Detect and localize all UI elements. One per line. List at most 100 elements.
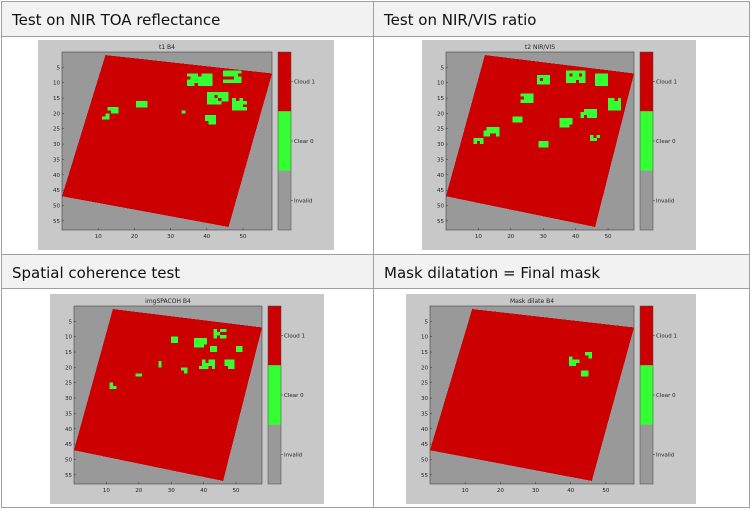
- y-tick-label: 5: [441, 65, 445, 71]
- x-tick-label: 30: [168, 488, 175, 494]
- clear-pixel: [587, 114, 591, 119]
- clear-pixel: [595, 79, 599, 83]
- clear-pixel: [208, 362, 212, 366]
- clear-pixel: [590, 134, 594, 139]
- colorbar-label: Cloud 1: [656, 334, 677, 340]
- clear-pixel: [233, 73, 238, 77]
- colorbar-label: Invalid: [294, 198, 312, 204]
- clear-pixel: [593, 108, 597, 112]
- clear-pixel: [530, 93, 534, 97]
- axes-frame: [429, 305, 635, 485]
- y-tick-label: 40: [421, 427, 428, 433]
- clear-pixel: [565, 121, 570, 125]
- clear-pixel: [233, 70, 238, 74]
- x-tick-label: 30: [540, 234, 547, 240]
- y-tick-label: 5: [425, 319, 429, 325]
- clear-pixel: [214, 98, 218, 102]
- clear-pixel: [582, 73, 586, 77]
- clear-pixel: [546, 81, 550, 85]
- clear-pixel: [109, 385, 114, 390]
- clear-pixel: [544, 141, 549, 145]
- clear-pixel: [197, 344, 201, 348]
- mask-plot: imgSPACOH B4 5 10 15 20 25 30 35 40 45 50 55 10 20 30 4…: [50, 294, 324, 504]
- clear-pixel: [611, 98, 615, 102]
- clear-pixel: [575, 359, 580, 363]
- clear-pixel: [590, 108, 594, 112]
- clear-pixel: [617, 98, 622, 102]
- clear-pixel: [237, 79, 242, 83]
- clear-pixel: [569, 121, 573, 125]
- clear-pixel: [512, 119, 516, 123]
- clear-pixel: [527, 96, 531, 100]
- clear-pixel: [186, 73, 191, 77]
- y-tick-label: 30: [53, 142, 60, 148]
- clear-pixel: [237, 70, 242, 74]
- clear-pixel: [205, 79, 209, 83]
- clear-pixel: [201, 82, 206, 86]
- clear-pixel: [604, 79, 609, 83]
- clear-pixel: [496, 130, 500, 134]
- clear-pixel: [211, 359, 216, 363]
- clear-pixel: [483, 133, 487, 137]
- y-tick-label: 20: [65, 365, 72, 371]
- clear-pixel: [541, 144, 546, 148]
- y-tick-label: 25: [421, 381, 428, 387]
- clear-pixel: [223, 73, 227, 77]
- clear-pixel: [559, 124, 563, 128]
- y-tick-label: 15: [53, 96, 60, 102]
- clear-pixel: [480, 137, 484, 142]
- clear-pixel: [210, 98, 215, 102]
- clear-pixel: [527, 93, 531, 97]
- clear-pixel: [197, 338, 201, 342]
- colorbar-label: Clear 0: [284, 393, 304, 399]
- clear-pixel: [486, 130, 490, 134]
- clear-pixel: [224, 359, 229, 363]
- clear-pixel: [565, 124, 570, 128]
- clear-pixel: [512, 116, 516, 120]
- colorbar-segment: [640, 306, 653, 366]
- clear-pixel: [205, 82, 209, 86]
- clear-pixel: [569, 117, 573, 122]
- clear-pixel: [614, 104, 618, 108]
- clear-pixel: [212, 117, 217, 122]
- clear-pixel: [536, 75, 541, 79]
- clear-pixel: [210, 94, 215, 99]
- clear-pixel: [194, 76, 198, 80]
- mask-plot: t2 NIR/VIS 5 10 15 20 25 30 35 40 45 50 55 10 20 30 40 5…: [422, 40, 696, 250]
- clear-pixel: [584, 370, 589, 374]
- clear-pixel: [136, 101, 141, 105]
- y-tick-label: 10: [437, 81, 444, 87]
- clear-pixel: [171, 339, 175, 343]
- clear-pixel: [587, 108, 591, 112]
- clear-pixel: [223, 335, 227, 339]
- clear-pixel: [217, 91, 222, 96]
- axes-frame: [61, 51, 273, 231]
- clear-pixel: [544, 144, 549, 148]
- clear-pixel: [190, 76, 195, 80]
- clear-pixel: [572, 79, 576, 83]
- y-tick-label: 45: [53, 188, 60, 194]
- clear-pixel: [205, 362, 209, 366]
- clear-pixel: [233, 79, 238, 83]
- clear-pixel: [562, 124, 567, 128]
- clear-pixel: [213, 348, 217, 353]
- clear-pixel: [227, 362, 232, 366]
- y-tick-label: 45: [65, 442, 72, 448]
- x-tick-label: 10: [103, 488, 110, 494]
- y-tick-label: 15: [437, 96, 444, 102]
- x-tick-label: 20: [131, 234, 138, 240]
- x-tick-label: 20: [507, 234, 514, 240]
- clear-pixel: [540, 81, 544, 85]
- clear-pixel: [572, 76, 576, 80]
- clear-pixel: [239, 101, 244, 105]
- clear-pixel: [143, 101, 148, 105]
- plot-title: t2 NIR/VIS: [525, 44, 555, 51]
- clear-pixel: [608, 104, 612, 108]
- y-tick-label: 10: [65, 335, 72, 341]
- clear-pixel: [224, 91, 229, 96]
- y-tick-label: 5: [57, 65, 61, 71]
- clear-pixel: [202, 365, 206, 370]
- x-tick-label: 40: [572, 234, 579, 240]
- y-tick-label: 10: [53, 81, 60, 87]
- clear-pixel: [206, 98, 211, 102]
